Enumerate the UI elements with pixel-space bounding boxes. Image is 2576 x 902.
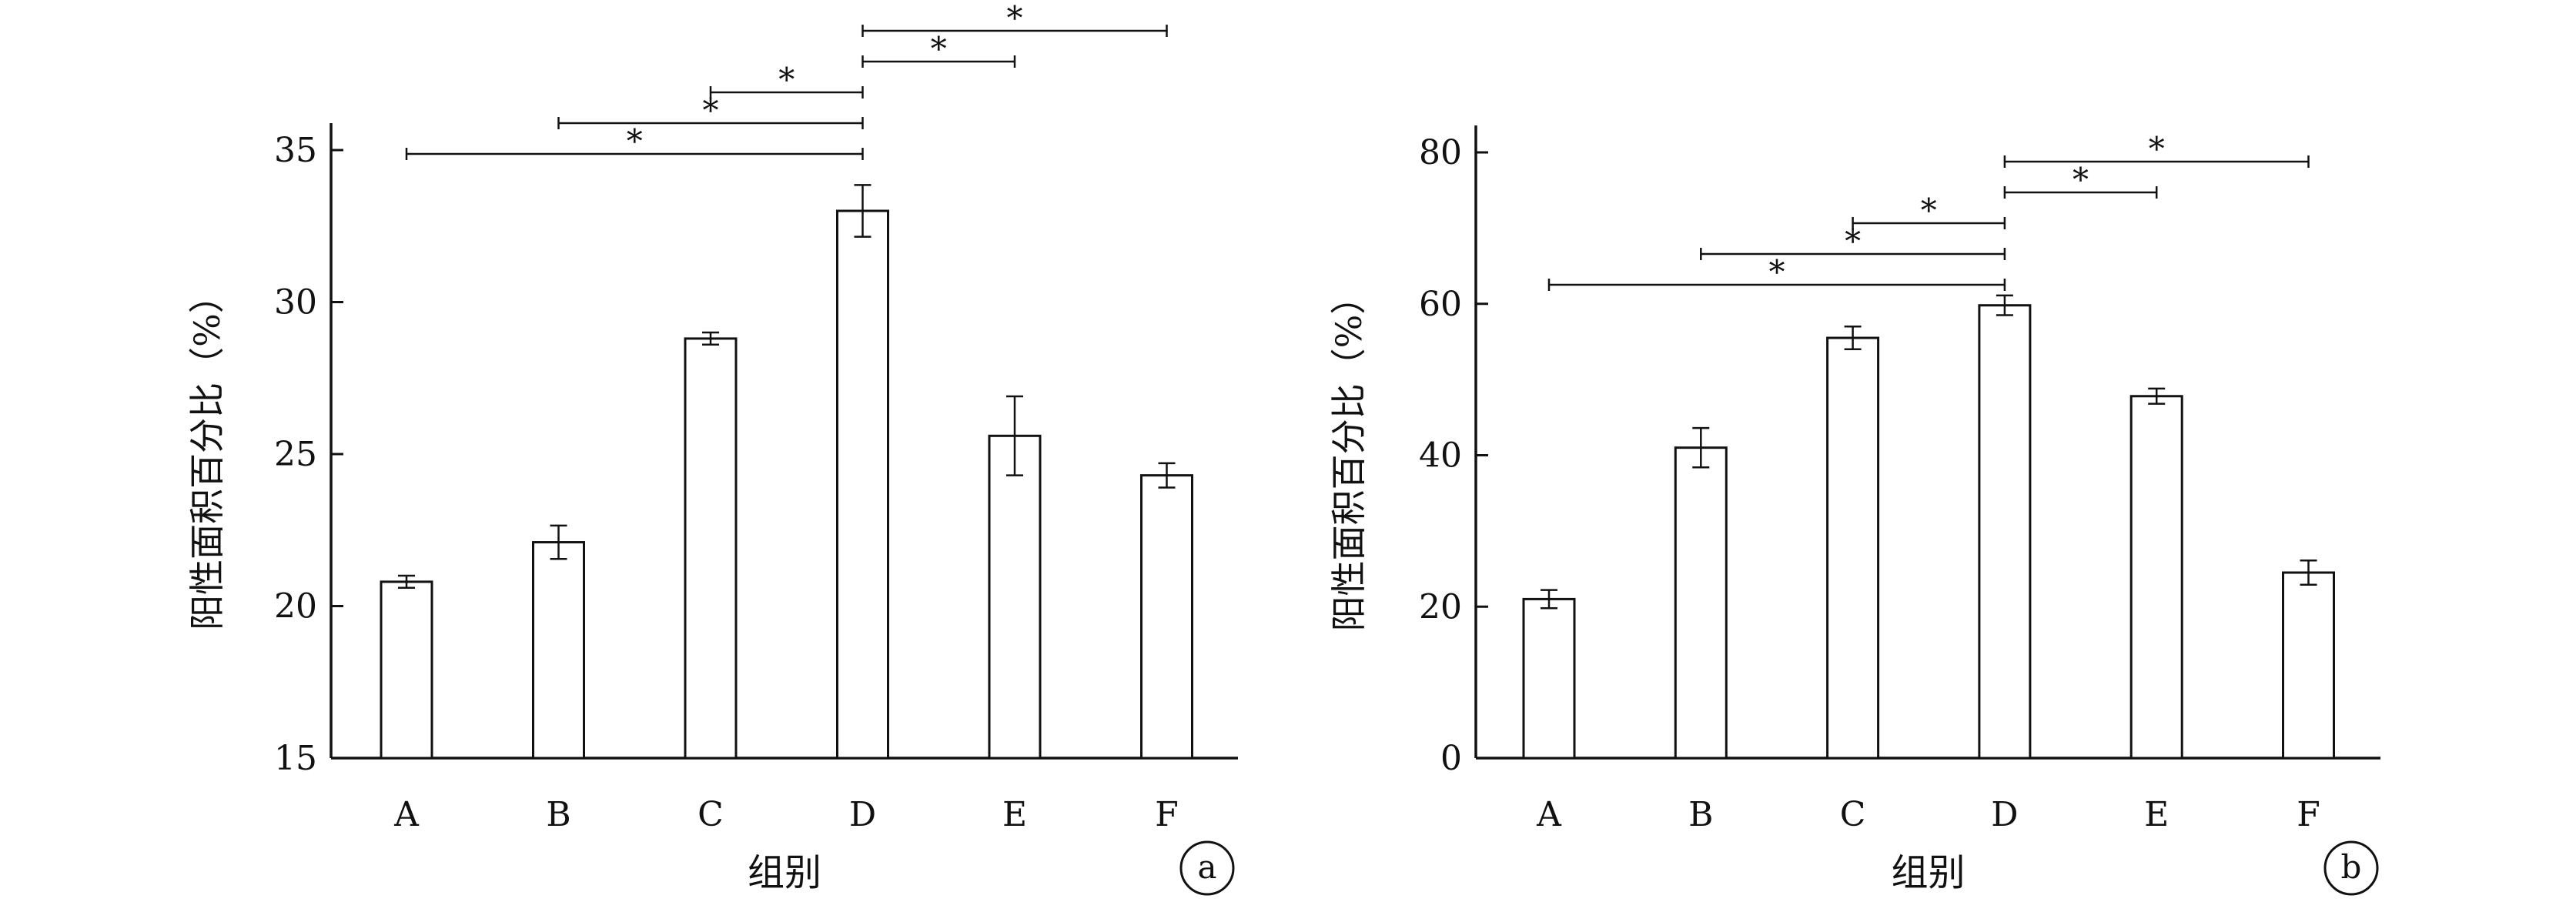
y-axis-title: 阳性面积百分比（%） [1328, 279, 1370, 632]
significance-star: * [778, 61, 795, 99]
bar-A [380, 580, 433, 760]
category-label: A [393, 795, 420, 834]
significance-star: * [703, 92, 719, 129]
bar-F [1140, 474, 1193, 760]
y-axis-title: 阳性面积百分比（%） [186, 278, 228, 630]
y-tick-label: 35 [274, 131, 317, 170]
category-label: B [1688, 795, 1713, 834]
significance-star: * [627, 122, 643, 160]
bar-C [1826, 336, 1880, 760]
significance-star: * [1845, 222, 1861, 260]
panel-b: 0 20 40 60 80 A B C D E F * * * * * 阳性面积百分比（%） 组别 b [1328, 125, 2380, 896]
bar-E [2129, 395, 2183, 760]
category-label: D [849, 795, 876, 834]
category-label: E [1002, 795, 1027, 834]
bar-E [988, 434, 1042, 760]
y-tick-label: 20 [274, 587, 317, 626]
category-label: F [1155, 795, 1179, 834]
y-tick-label: 25 [274, 435, 317, 474]
panel-label-circle [2323, 840, 2379, 896]
y-tick-label: 60 [1419, 285, 1462, 324]
y-tick-label: 80 [1419, 133, 1462, 172]
significance-star: * [1768, 253, 1785, 291]
y-tick-label: 30 [274, 283, 317, 322]
bar-D [836, 209, 889, 760]
y-tick-label: 0 [1440, 739, 1462, 778]
significance-star: * [1007, 0, 1023, 37]
bar-D [1978, 304, 2032, 760]
panel-label: a [1197, 848, 1216, 886]
bar-B [1674, 446, 1728, 760]
category-label: D [1991, 795, 2018, 834]
y-tick-label: 40 [1419, 436, 1462, 476]
y-tick-label: 20 [1419, 587, 1462, 626]
category-label: E [2144, 795, 2169, 834]
bar-A [1522, 597, 1576, 760]
panel-a: 15 20 25 30 35 A B C D E F * * * * * 阳性面积百分比（%） 组别 a [186, 0, 1238, 896]
x-axis-title: 组别 [1891, 851, 1965, 894]
x-axis-title: 组别 [748, 851, 821, 894]
category-label: C [698, 795, 724, 834]
bar-B [532, 541, 585, 760]
bar-C [684, 337, 738, 760]
category-label: C [1840, 795, 1866, 834]
significance-star: * [1921, 192, 1937, 229]
significance-star: * [931, 30, 947, 68]
category-label: F [2297, 795, 2320, 834]
panel-label-circle [1179, 840, 1235, 896]
panel-label: b [2341, 848, 2362, 886]
bar-F [2282, 571, 2335, 760]
category-label: B [546, 795, 570, 834]
significance-star: * [2073, 161, 2089, 199]
significance-star: * [2149, 130, 2165, 168]
category-label: A [1536, 795, 1562, 834]
y-tick-label: 15 [274, 739, 317, 778]
